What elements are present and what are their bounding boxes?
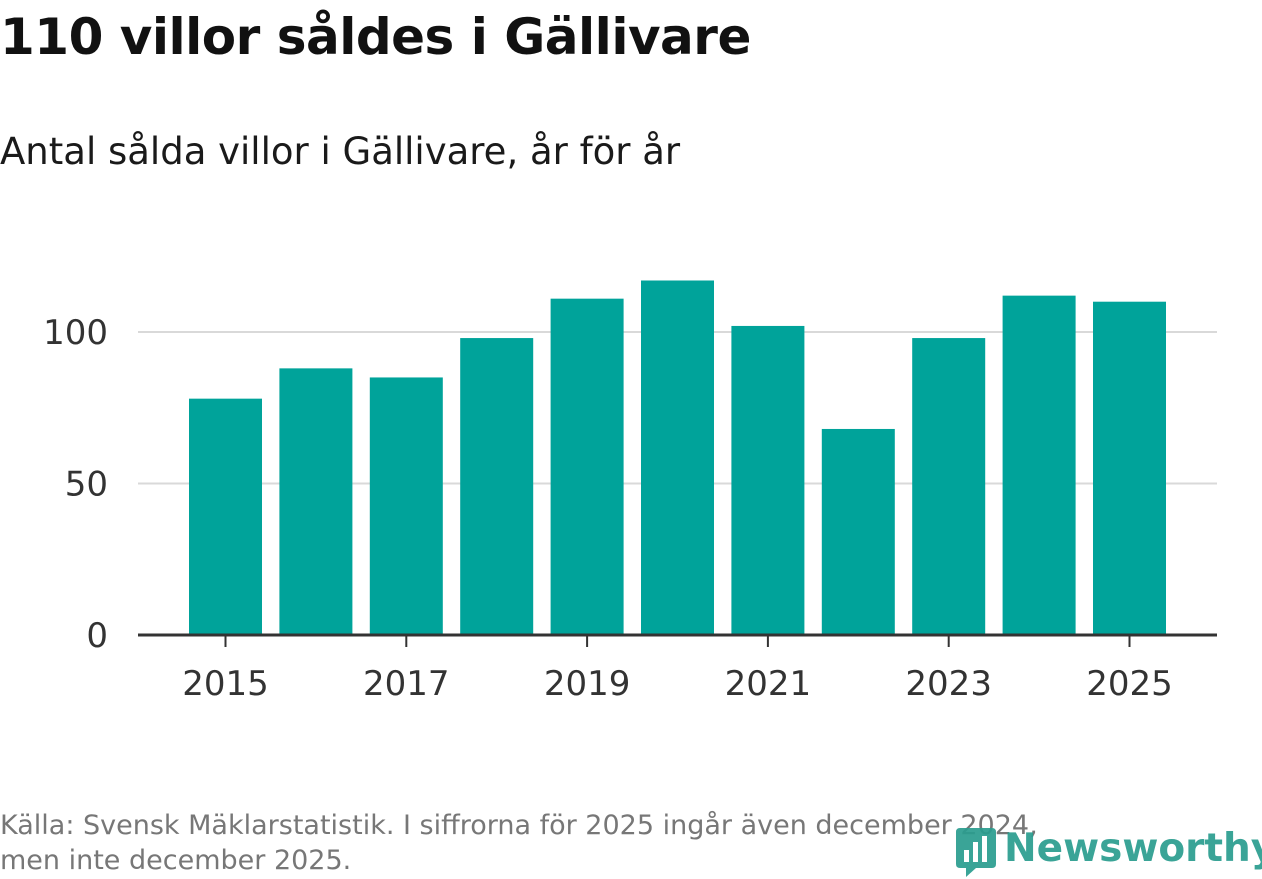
source-line-1: Källa: Svensk Mäklarstatistik. I siffror… <box>0 810 1038 841</box>
newsworthy-logo: Newsworthy <box>952 818 1262 878</box>
y-tick-label: 50 <box>65 465 108 505</box>
newsworthy-logo-icon <box>956 828 996 877</box>
x-tick-label: 2025 <box>1086 664 1173 704</box>
bar-2023 <box>912 338 986 635</box>
label-layer: 0 50 100 2015 2017 2019 2021 2023 2025 <box>43 313 1173 704</box>
source-line-2: men inte december 2025. <box>0 845 352 876</box>
x-tick-label: 2015 <box>182 664 269 704</box>
x-tick-label: 2019 <box>544 664 631 704</box>
x-tick-label: 2021 <box>725 664 812 704</box>
y-tick-label: 100 <box>43 313 108 353</box>
bar-2015 <box>189 398 262 635</box>
x-tick-label: 2017 <box>363 664 450 704</box>
x-tick-label: 2023 <box>905 664 992 704</box>
bar-2022 <box>821 428 895 635</box>
axis-layer <box>138 633 1217 647</box>
bar-2021 <box>731 325 805 635</box>
brand-name: Newsworthy <box>1004 825 1262 871</box>
bar-2025 <box>1093 301 1166 635</box>
source-note: Källa: Svensk Mäklarstatistik. I siffror… <box>0 808 1200 878</box>
chart-subtitle: Antal sålda villor i Gällivare, år för å… <box>0 130 681 173</box>
chart-title: 110 villor såldes i Gällivare <box>0 8 751 66</box>
bar-2024 <box>1002 295 1076 635</box>
bar-2017 <box>369 377 443 635</box>
y-tick-label: 0 <box>86 616 108 656</box>
bar-2019 <box>550 298 624 635</box>
bar-2016 <box>279 368 353 635</box>
bar-layer <box>189 280 1166 635</box>
bar-2020 <box>641 280 714 635</box>
bar-2018 <box>460 338 534 635</box>
